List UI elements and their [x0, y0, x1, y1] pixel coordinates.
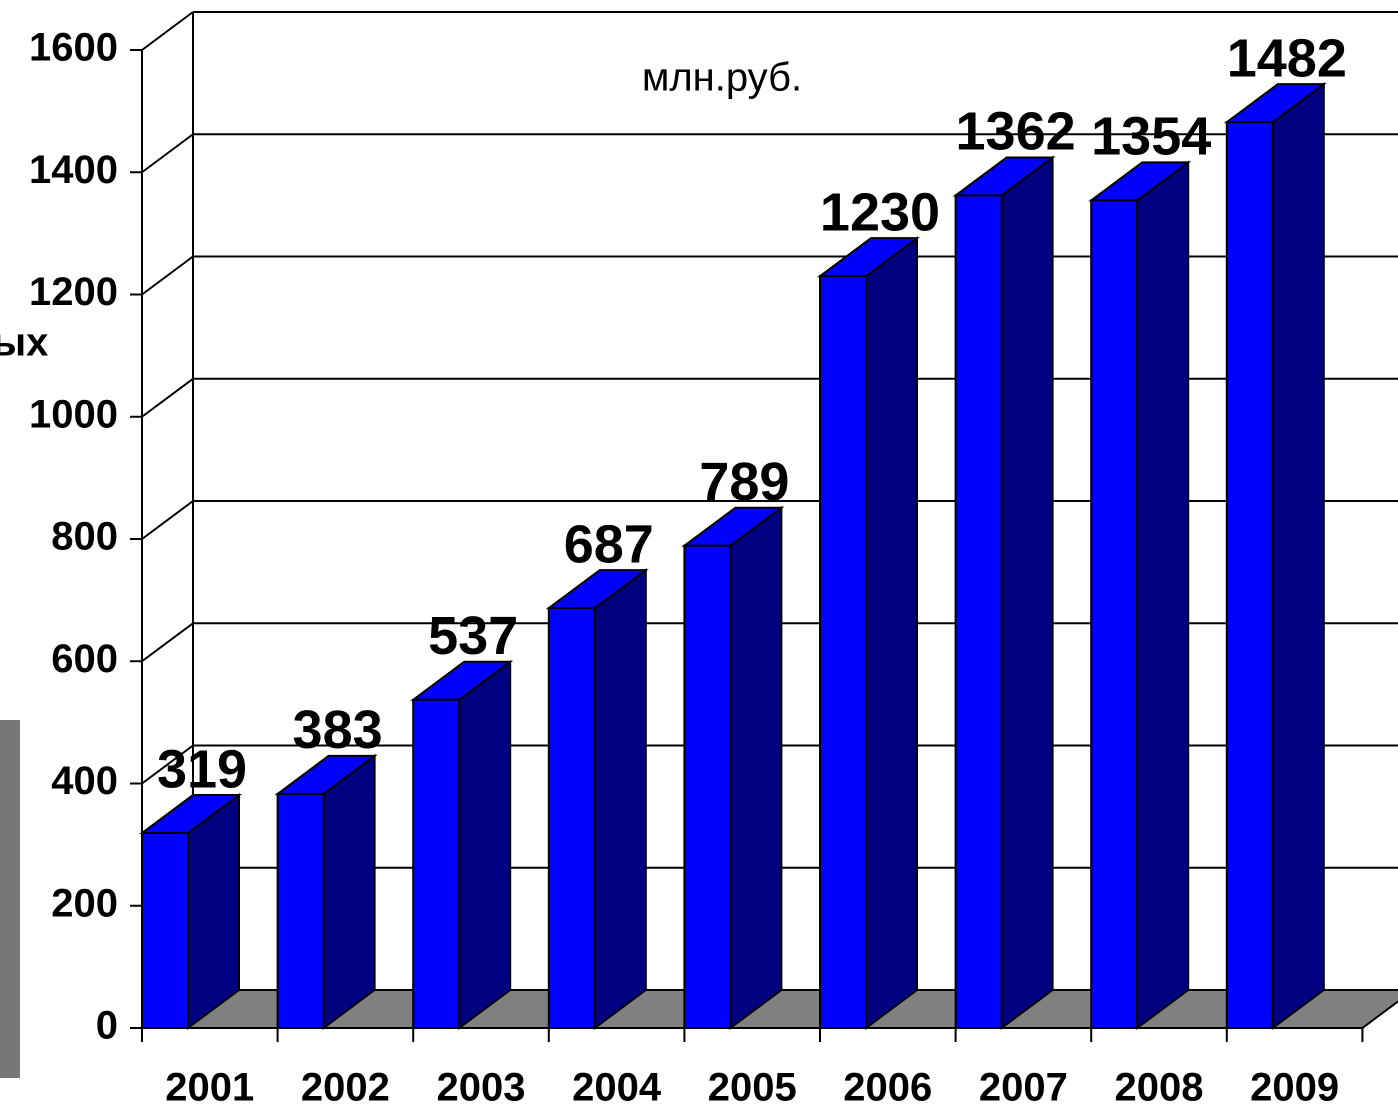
value-label: 1230: [820, 182, 940, 242]
x-tick-label: 2009: [1250, 1066, 1339, 1110]
bar: [684, 546, 730, 1028]
x-tick-label: 2001: [165, 1066, 254, 1110]
bar: [1227, 122, 1273, 1028]
bar: [820, 276, 866, 1028]
grid-line-side: [142, 12, 193, 50]
bar-side: [188, 795, 239, 1028]
chart: ых млн.руб. 0 200 400 600 800 1000 1200 1400 160…: [0, 0, 1398, 1112]
bar-side: [459, 662, 510, 1028]
bar-side: [1273, 84, 1324, 1028]
value-label: 1354: [1091, 107, 1211, 167]
bar: [549, 608, 595, 1028]
value-label: 319: [157, 739, 247, 799]
y-tick-label: 200: [51, 881, 118, 925]
subtitle: млн.руб.: [642, 56, 802, 100]
y-tick-label: 400: [51, 759, 118, 803]
value-label: 1362: [956, 102, 1076, 162]
photo-fragment: [0, 720, 20, 1078]
y-tick-label: 0: [96, 1004, 118, 1048]
y-axis-label-fragment: ых: [0, 321, 48, 365]
y-tick-label: 1400: [29, 148, 118, 192]
grid-line-side: [142, 134, 193, 172]
value-label: 1482: [1227, 28, 1347, 88]
y-tick-label: 1000: [29, 392, 118, 436]
x-tick-label: 2008: [1115, 1066, 1204, 1110]
bar: [413, 700, 459, 1028]
grid-line-side: [142, 623, 193, 661]
x-tick-label: 2002: [301, 1066, 390, 1110]
x-tick-label: 2005: [708, 1066, 797, 1110]
grid-line-side: [142, 379, 193, 417]
bar-side: [730, 508, 781, 1028]
value-label: 537: [428, 606, 518, 666]
y-tick-label: 600: [51, 637, 118, 681]
bar: [278, 794, 324, 1028]
value-label: 687: [564, 514, 654, 574]
bar: [956, 195, 1002, 1028]
bar-side: [595, 570, 646, 1028]
value-label: 789: [699, 452, 789, 512]
y-tick-label: 1600: [29, 26, 118, 70]
x-tick-label: 2006: [843, 1066, 932, 1110]
bar-side: [1137, 162, 1188, 1028]
grid-line-side: [142, 257, 193, 295]
bar-side: [324, 756, 375, 1028]
y-tick-label: 800: [51, 515, 118, 559]
bar: [1091, 200, 1137, 1028]
bar-side: [866, 238, 917, 1028]
grid-line-side: [142, 501, 193, 539]
y-tick-label: 1200: [29, 270, 118, 314]
bar: [142, 833, 188, 1028]
bar-side: [1002, 157, 1053, 1028]
x-tick-label: 2007: [979, 1066, 1068, 1110]
x-tick-label: 2004: [572, 1066, 662, 1110]
x-tick-label: 2003: [437, 1066, 526, 1110]
value-label: 383: [293, 700, 383, 760]
